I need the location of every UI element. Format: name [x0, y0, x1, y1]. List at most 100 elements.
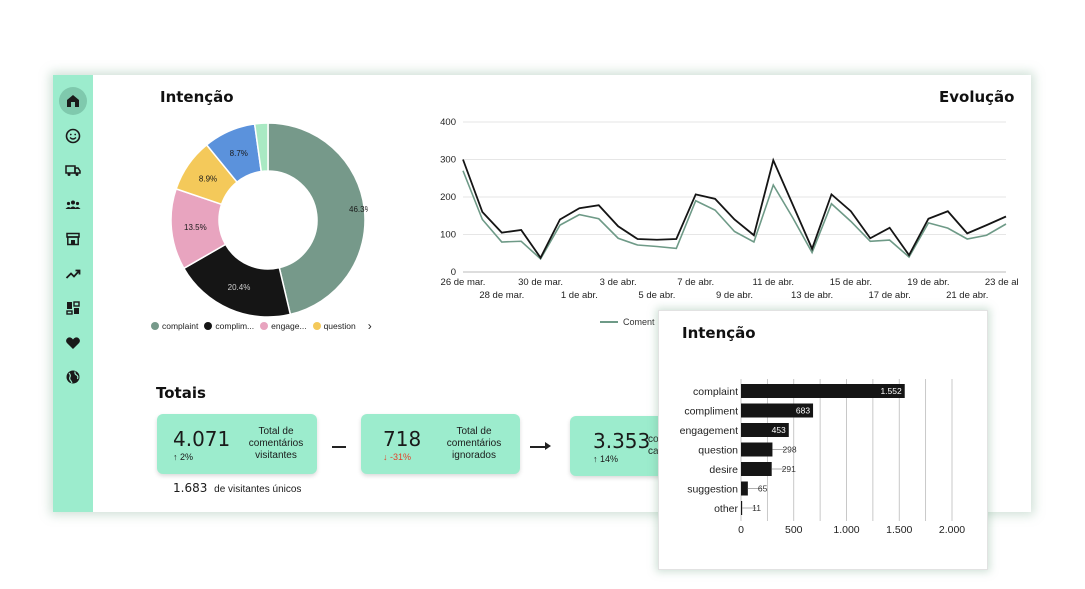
legend-dot — [204, 322, 213, 330]
bar-value-label: 1.552 — [880, 386, 902, 396]
series-line — [462, 157, 1007, 260]
chevron-right-icon[interactable]: › — [367, 319, 372, 333]
kpi-delta: ↓ -31% — [383, 452, 412, 462]
legend-dot — [151, 322, 159, 330]
unique-visitors-label: de visitantes únicos — [214, 484, 302, 495]
x-tick-label: 1.000 — [833, 524, 859, 536]
evolution-title: Evolução — [939, 88, 1015, 106]
x-tick-label: 2.000 — [939, 524, 965, 536]
donut-slice[interactable] — [253, 122, 269, 173]
unique-visitors: 1.683 de visitantes únicos — [173, 481, 301, 495]
bar-category-label: question — [698, 445, 738, 457]
bar-category-label: suggestion — [687, 484, 738, 496]
heart-icon — [66, 336, 80, 349]
intent-bar-chart-panel: Intenção 0 500 1.000 1.500 2.000 complaint 1.5… — [658, 310, 988, 570]
bar[interactable] — [741, 462, 772, 476]
connector-line — [332, 446, 346, 448]
group-icon — [65, 200, 81, 209]
kpi-delta: ↑ 14% — [593, 454, 619, 464]
donut-slice[interactable] — [182, 243, 292, 318]
y-tick-label: 100 — [440, 230, 456, 241]
bar-value-label: 298 — [782, 445, 796, 455]
donut-slice-label: 8.9% — [199, 174, 217, 183]
x-tick-label: 5 de abr. — [638, 290, 675, 301]
kpi-value: 4.071 — [173, 427, 231, 451]
kpi-card-ignored-comments[interactable]: 718 ↓ -31% Total de comentários ignorados — [361, 414, 520, 474]
y-tick-label: 200 — [440, 192, 456, 203]
nav-groups[interactable] — [59, 191, 87, 219]
bar[interactable] — [741, 423, 789, 437]
x-tick-label: 500 — [785, 524, 803, 536]
intent-title: Intenção — [160, 88, 234, 106]
legend-item[interactable]: complaint — [151, 321, 198, 331]
bar[interactable] — [741, 481, 748, 496]
bar-category-label: compliment — [684, 406, 738, 418]
unique-visitors-value: 1.683 — [173, 481, 208, 495]
bar[interactable] — [741, 442, 773, 457]
globe-icon — [66, 370, 80, 384]
bar-value-label: 453 — [772, 425, 786, 435]
evolution-line-chart: 0 100 200 300 400 26 de mar. 30 de mar. 3 de ab… — [428, 115, 1027, 310]
y-tick-label: 400 — [440, 117, 456, 128]
x-tick-label: 19 de abr. — [907, 277, 949, 288]
line-legend[interactable]: Coment — [600, 317, 655, 327]
donut-slice[interactable] — [267, 122, 366, 316]
line-legend-label: Coment — [623, 317, 655, 327]
y-tick-label: 300 — [440, 155, 456, 166]
bar-value-label: 683 — [796, 406, 810, 416]
store-icon — [66, 232, 80, 246]
intent-bar-chart: 0 500 1.000 1.500 2.000 complaint 1.552 complim… — [680, 379, 965, 536]
legend-label: complim... — [215, 321, 255, 331]
kpi-label: cocate — [648, 434, 667, 457]
kpi-value: 718 — [383, 427, 422, 451]
x-tick-label: 21 de abr. — [946, 290, 988, 301]
legend-dot — [260, 322, 269, 330]
truck-icon — [65, 165, 81, 176]
bar-value-label: 65 — [758, 484, 768, 494]
legend-item[interactable]: complim... — [204, 321, 254, 331]
dashboard-icon — [66, 301, 80, 315]
dashboard: Intenção Evolução 46.3% 20.4% 13.5% 8.9% 8.7… — [53, 75, 1031, 512]
donut-slice-label: 8.7% — [230, 149, 248, 158]
legend-item[interactable]: engage... — [260, 321, 307, 331]
kpi-label: Total de comentários ignorados — [446, 426, 502, 461]
x-tick-label: 0 — [738, 524, 744, 536]
x-tick-label: 3 de abr. — [600, 277, 637, 288]
nav-home[interactable] — [59, 87, 87, 115]
bar[interactable] — [741, 384, 905, 398]
x-tick-label: 13 de abr. — [791, 290, 833, 301]
bar-category-label: complaint — [693, 386, 738, 398]
nav-store[interactable] — [59, 225, 87, 253]
arrow-up-icon: ↑ — [593, 454, 598, 464]
x-tick-label: 1 de abr. — [561, 290, 598, 301]
kpi-delta: ↑ 2% — [173, 452, 194, 462]
kpi-card-visitor-comments[interactable]: 4.071 ↑ 2% Total de comentários visitantes — [157, 414, 317, 474]
trending-up-icon — [65, 269, 81, 279]
donut-slice-label: 46.3% — [349, 205, 368, 214]
nav-emotions[interactable] — [59, 122, 87, 150]
x-tick-label: 30 de mar. — [518, 277, 563, 288]
donut-legend: complaint complim... engage... question … — [151, 319, 372, 333]
x-tick-label: 1.500 — [886, 524, 912, 536]
arrow-down-icon: ↓ — [383, 452, 388, 462]
bar-category-label: desire — [709, 464, 738, 476]
home-icon — [67, 95, 79, 107]
legend-item[interactable]: question — [312, 321, 356, 331]
arrow-up-icon: ↑ — [173, 452, 178, 462]
x-tick-label: 17 de abr. — [869, 290, 911, 301]
nav-favorites[interactable] — [59, 329, 87, 357]
totals-title: Totais — [156, 384, 206, 402]
nav-delivery[interactable] — [59, 156, 87, 184]
nav-trends[interactable] — [59, 260, 87, 288]
y-tick-label: 0 — [451, 267, 456, 278]
bar[interactable] — [741, 403, 814, 418]
nav-global[interactable] — [59, 363, 87, 391]
bar[interactable] — [741, 501, 743, 515]
arrow-connector — [530, 446, 546, 448]
bar-value-label: 11 — [752, 503, 761, 513]
bar-chart-title: Intenção — [682, 324, 756, 342]
legend-label: complaint — [162, 321, 199, 331]
kpi-label: Total de comentários visitantes — [248, 426, 304, 461]
nav-dashboard[interactable] — [59, 294, 87, 322]
bar-category-label: engagement — [680, 425, 738, 437]
